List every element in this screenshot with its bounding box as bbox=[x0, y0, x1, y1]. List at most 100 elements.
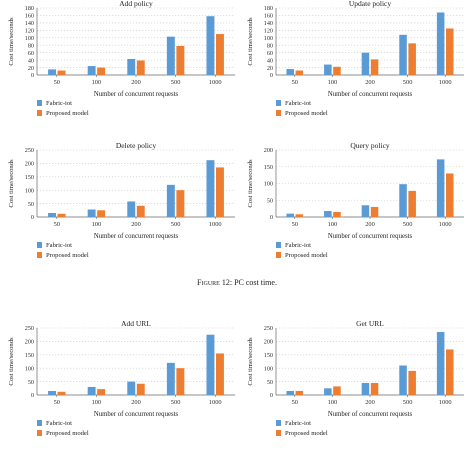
legend-label: Proposed model bbox=[285, 430, 328, 437]
legend-label: Fabric-iot bbox=[46, 420, 72, 427]
x-tick-label: 50 bbox=[292, 79, 298, 86]
chart-6: Get URL 0 50 100 150 200 250 50 100 200 500 1000 Num… bbox=[247, 319, 464, 437]
y-axis-label: Cost time/seconds bbox=[247, 337, 254, 386]
bar-fabric-iot bbox=[206, 334, 215, 395]
bar-proposed-model bbox=[408, 43, 416, 75]
bar-fabric-iot bbox=[166, 36, 175, 75]
bar-proposed-model bbox=[136, 383, 145, 395]
legend-label: Fabric-iot bbox=[285, 242, 311, 249]
bar-proposed-model bbox=[57, 213, 66, 217]
x-tick-label: 50 bbox=[54, 399, 60, 406]
legend-swatch bbox=[276, 430, 281, 436]
bar-fabric-iot bbox=[399, 365, 407, 395]
bar-fabric-iot bbox=[436, 332, 445, 395]
chart-title: Query policy bbox=[350, 141, 390, 150]
y-axis-label: Cost time/seconds bbox=[247, 159, 254, 208]
legend-swatch bbox=[276, 252, 281, 258]
bar-fabric-iot bbox=[361, 52, 370, 75]
legend-swatch bbox=[276, 100, 281, 106]
legend-label: Fabric-iot bbox=[46, 242, 72, 249]
y-tick-label: 140 bbox=[264, 20, 273, 27]
y-tick-label: 20 bbox=[267, 65, 273, 72]
bar-fabric-iot bbox=[48, 69, 56, 75]
bar-proposed-model bbox=[408, 190, 416, 217]
legend-swatch bbox=[276, 110, 281, 116]
y-tick-label: 100 bbox=[264, 181, 273, 188]
x-tick-label: 50 bbox=[54, 221, 60, 228]
bar-proposed-model bbox=[57, 70, 66, 75]
bar-fabric-iot bbox=[127, 58, 136, 75]
bar-proposed-model bbox=[57, 391, 66, 395]
bar-proposed-model bbox=[176, 368, 185, 395]
bar-proposed-model bbox=[97, 389, 106, 395]
x-tick-label: 500 bbox=[403, 399, 413, 406]
bar-fabric-iot bbox=[361, 205, 370, 217]
y-tick-label: 250 bbox=[25, 325, 34, 332]
bar-fabric-iot bbox=[399, 34, 407, 75]
bar-fabric-iot bbox=[87, 386, 96, 395]
x-tick-label: 50 bbox=[54, 79, 60, 86]
legend-swatch bbox=[37, 100, 42, 106]
y-tick-label: 0 bbox=[31, 72, 34, 79]
y-tick-label: 150 bbox=[264, 352, 273, 359]
legend-swatch bbox=[37, 252, 42, 258]
legend-label: Proposed model bbox=[46, 110, 89, 117]
bar-fabric-iot bbox=[48, 390, 56, 395]
x-tick-label: 50 bbox=[292, 399, 298, 406]
bar-proposed-model bbox=[446, 173, 454, 217]
chart-3: Delete policy 0 50 100 150 200 250 50 100 200 500 1… bbox=[8, 141, 235, 259]
bar-proposed-model bbox=[216, 167, 224, 217]
bar-fabric-iot bbox=[48, 212, 56, 217]
bar-proposed-model bbox=[370, 59, 379, 75]
legend-label: Proposed model bbox=[46, 252, 89, 259]
y-tick-label: 0 bbox=[270, 214, 273, 221]
legend-swatch bbox=[276, 242, 281, 248]
bar-proposed-model bbox=[333, 66, 341, 75]
chart-title: Update policy bbox=[349, 0, 392, 8]
y-tick-label: 120 bbox=[264, 28, 273, 35]
bar-proposed-model bbox=[333, 386, 341, 395]
x-tick-label: 1000 bbox=[439, 221, 452, 228]
x-tick-label: 100 bbox=[328, 221, 338, 228]
bar-fabric-iot bbox=[286, 69, 294, 75]
y-tick-label: 150 bbox=[25, 174, 34, 181]
y-tick-label: 60 bbox=[267, 50, 273, 57]
bar-fabric-iot bbox=[436, 12, 445, 75]
y-tick-label: 0 bbox=[270, 72, 273, 79]
x-axis-label: Number of concurrent requests bbox=[94, 233, 179, 240]
y-tick-label: 20 bbox=[28, 65, 34, 72]
y-tick-label: 50 bbox=[267, 197, 273, 204]
bar-proposed-model bbox=[176, 190, 185, 217]
bar-fabric-iot bbox=[87, 209, 96, 217]
y-tick-label: 120 bbox=[25, 28, 34, 35]
y-axis-label: Cost time/seconds bbox=[8, 17, 15, 66]
x-tick-label: 1000 bbox=[209, 79, 222, 86]
x-axis-label: Number of concurrent requests bbox=[328, 91, 413, 98]
bar-proposed-model bbox=[333, 211, 341, 217]
y-tick-label: 140 bbox=[25, 20, 34, 27]
y-axis-label: Cost time/seconds bbox=[8, 159, 15, 208]
chart-5: Add URL 0 50 100 150 200 250 50 100 200 500 1000 Num… bbox=[8, 319, 235, 437]
bar-fabric-iot bbox=[324, 210, 332, 217]
y-tick-label: 100 bbox=[264, 35, 273, 42]
x-tick-label: 1000 bbox=[439, 79, 452, 86]
bar-fabric-iot bbox=[127, 201, 136, 217]
x-tick-label: 200 bbox=[131, 79, 141, 86]
x-tick-label: 100 bbox=[92, 79, 102, 86]
y-tick-label: 100 bbox=[25, 187, 34, 194]
bar-proposed-model bbox=[176, 45, 185, 75]
y-tick-label: 250 bbox=[25, 147, 34, 154]
x-axis-label: Number of concurrent requests bbox=[94, 91, 179, 98]
bar-proposed-model bbox=[216, 34, 224, 75]
y-tick-label: 0 bbox=[31, 214, 34, 221]
y-tick-label: 150 bbox=[264, 164, 273, 171]
x-tick-label: 200 bbox=[365, 79, 375, 86]
x-tick-label: 100 bbox=[328, 79, 338, 86]
x-tick-label: 1000 bbox=[209, 221, 222, 228]
y-tick-label: 160 bbox=[25, 13, 34, 20]
chart-title: Add policy bbox=[119, 0, 153, 8]
x-tick-label: 200 bbox=[131, 221, 141, 228]
legend-label: Fabric-iot bbox=[285, 100, 311, 107]
bar-fabric-iot bbox=[166, 362, 175, 395]
y-tick-label: 200 bbox=[264, 339, 273, 346]
